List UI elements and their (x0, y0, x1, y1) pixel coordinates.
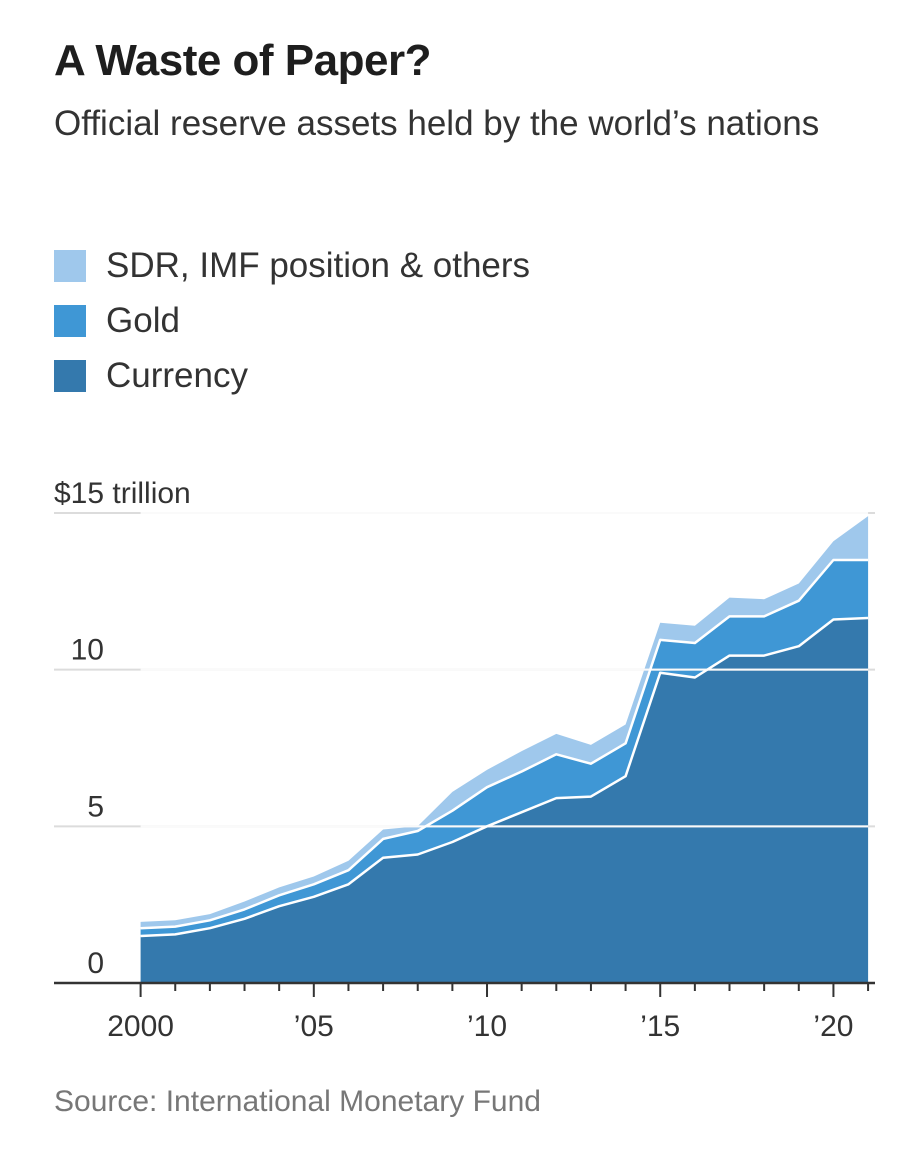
stacked-area-chart: 2000 ’05 ’10 ’15 ’20 0 5 10 $15 trillion (54, 477, 875, 1043)
source-note: Source: International Monetary Fund (54, 1085, 541, 1118)
gold-area (140, 560, 869, 936)
gold-top-line (140, 558, 869, 930)
currency-area (140, 618, 869, 983)
y-tick-label-5: 5 (87, 790, 104, 823)
y-axis-labels: 0 5 10 $15 trillion (54, 477, 191, 980)
x-tick-label-2010: ’10 (467, 1010, 507, 1043)
chart-title: A Waste of Paper? (54, 36, 431, 85)
y-tick-label-15: $15 trillion (54, 477, 191, 510)
y-tick-label-10: 10 (71, 634, 104, 667)
legend-label-sdr: SDR, IMF position & others (106, 245, 531, 285)
x-tick-label-2015: ’15 (640, 1010, 680, 1043)
legend-item-gold: Gold (54, 293, 530, 348)
legend-label-gold: Gold (106, 300, 180, 340)
gridlines-layer (54, 512, 875, 828)
legend-swatch-gold (54, 304, 86, 337)
currency-top-line (140, 616, 869, 938)
chart-subtitle: Official reserve assets held by the worl… (54, 104, 820, 143)
legend-label-currency: Currency (106, 355, 248, 395)
legend-swatch-sdr (54, 249, 86, 282)
x-tick-label-2005: ’05 (294, 1010, 334, 1043)
legend: SDR, IMF position & others Gold Currency (54, 238, 530, 403)
areas-layer (140, 516, 869, 983)
legend-swatch-currency (54, 359, 86, 392)
x-axis: 2000 ’05 ’10 ’15 ’20 (54, 981, 875, 1043)
legend-item-currency: Currency (54, 348, 530, 403)
x-tick-label-2000: 2000 (107, 1010, 174, 1043)
series-lines-layer (140, 558, 869, 938)
legend-item-sdr: SDR, IMF position & others (54, 238, 530, 293)
y-tick-label-0: 0 (87, 947, 104, 980)
x-tick-label-2020: ’20 (813, 1010, 853, 1043)
